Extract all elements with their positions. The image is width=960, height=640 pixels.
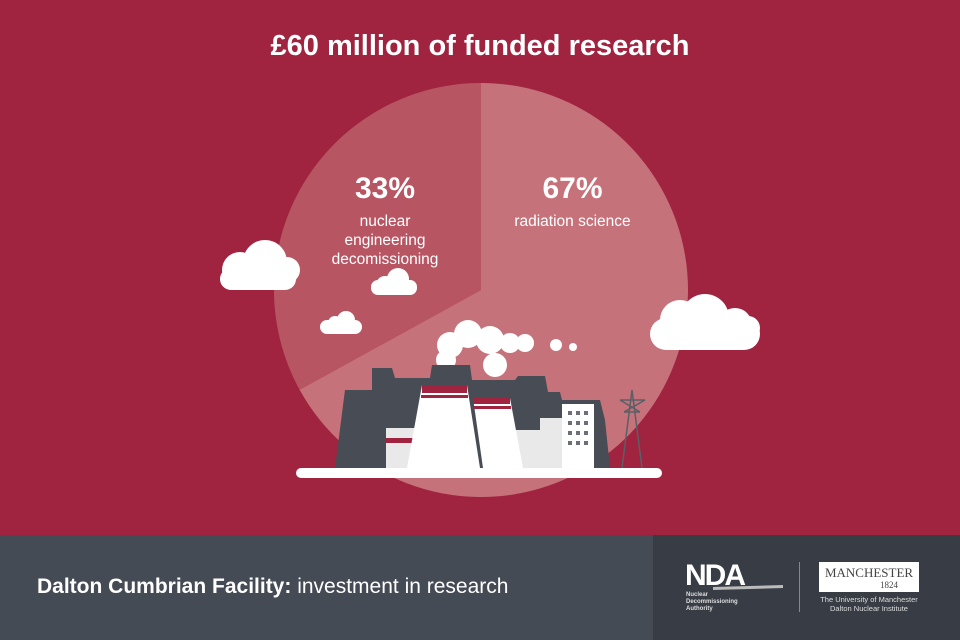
- slice-percent: 67%: [542, 172, 603, 205]
- slice-percent: 33%: [354, 172, 416, 205]
- logo-divider: [799, 562, 800, 612]
- manchester-logo-text: The University of Manchester Dalton Nucle…: [820, 595, 918, 613]
- cloud-icon: [650, 294, 760, 350]
- footer: Dalton Cumbrian Facility: investment in …: [0, 535, 960, 640]
- pylon-icon: [619, 389, 646, 469]
- nda-logo-text: Nuclear Decommissioning Authority: [686, 592, 738, 612]
- cloud-icon: [320, 311, 362, 334]
- footer-title: Dalton Cumbrian Facility: investment in …: [37, 575, 508, 599]
- nda-swoosh: [713, 585, 783, 590]
- slice-category: nuclear engineering decomissioning: [331, 213, 439, 268]
- cloud-icon: [371, 268, 417, 295]
- slice-label-decommissioning: 33% nuclear engineering decomissioning: [300, 172, 470, 269]
- pie-slice-1: [273, 83, 481, 390]
- smoke-icon: [436, 320, 577, 377]
- logo-area: NDA Nuclear Decommissioning Authority MANC…: [653, 535, 960, 640]
- slice-category: radiation science: [514, 213, 631, 230]
- cloud-icons: [220, 240, 760, 377]
- footer-title-rest: investment in research: [291, 575, 509, 598]
- pie-chart: [220, 83, 760, 498]
- slice-label-radiation: 67% radiation science: [500, 172, 645, 231]
- factory-illustration: [296, 365, 662, 478]
- page-title: £60 million of funded research: [270, 30, 690, 62]
- cloud-icon: [220, 240, 300, 290]
- manchester-logo: MANCHESTER 1824: [819, 562, 919, 592]
- footer-title-bold: Dalton Cumbrian Facility:: [37, 575, 292, 598]
